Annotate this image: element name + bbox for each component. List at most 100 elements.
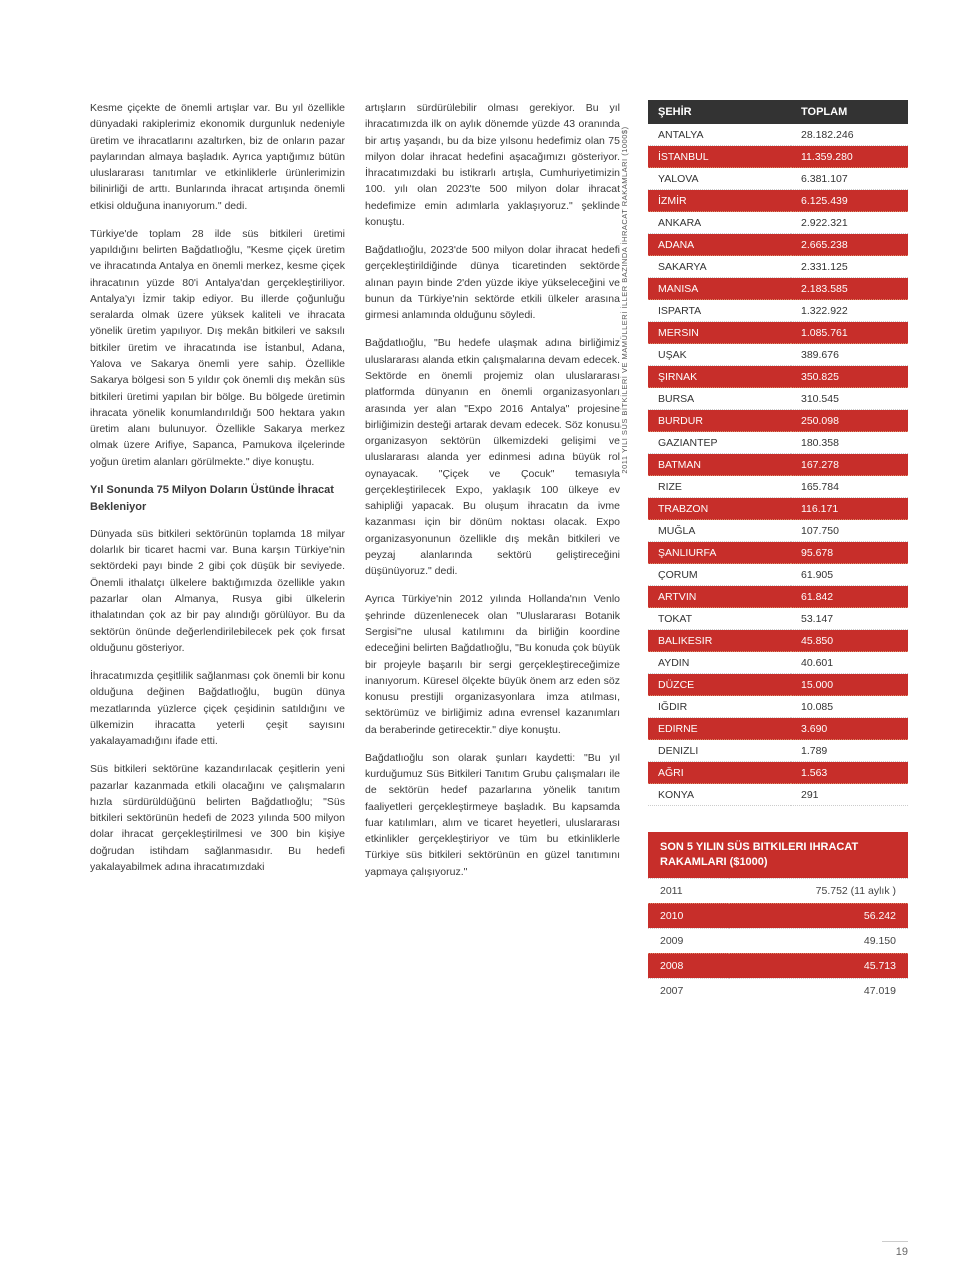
- cell-value: 167.278: [791, 454, 908, 476]
- box-heading: SON 5 YILIN SÜS BITKILERI IHRACAT RAKAML…: [648, 832, 908, 878]
- cell-city: BATMAN: [648, 454, 791, 476]
- cell-value: 45.850: [791, 630, 908, 652]
- cell-value: 56.242: [729, 903, 908, 928]
- sidebar-tables: 2011 YILI SÜS BİTKİLERİ VE MAMÜLLERİ İLL…: [648, 100, 908, 1003]
- cell-city: YALOVA: [648, 168, 791, 190]
- cell-value: 165.784: [791, 476, 908, 498]
- cell-value: 2.183.585: [791, 278, 908, 300]
- table-row: ÇORUM61.905: [648, 564, 908, 586]
- cell-city: DÜZCE: [648, 674, 791, 696]
- cell-city: İZMİR: [648, 190, 791, 212]
- paragraph: Bağdatlıoğlu, 2023'de 500 milyon dolar i…: [365, 242, 620, 323]
- cell-city: MANISA: [648, 278, 791, 300]
- cell-value: 116.171: [791, 498, 908, 520]
- table-row: TOKAT53.147: [648, 608, 908, 630]
- cell-city: AYDIN: [648, 652, 791, 674]
- cell-city: ISPARTA: [648, 300, 791, 322]
- cell-value: 53.147: [791, 608, 908, 630]
- table-row: ISPARTA1.322.922: [648, 300, 908, 322]
- cell-value: 95.678: [791, 542, 908, 564]
- header-city: ŞEHİR: [648, 100, 791, 124]
- table-row: SAKARYA2.331.125: [648, 256, 908, 278]
- table-row: MANISA2.183.585: [648, 278, 908, 300]
- cell-value: 49.150: [729, 928, 908, 953]
- cell-year: 2008: [648, 953, 729, 978]
- table-row: AĞRI1.563: [648, 762, 908, 784]
- cell-value: 61.842: [791, 586, 908, 608]
- cell-city: UŞAK: [648, 344, 791, 366]
- cell-city: AĞRI: [648, 762, 791, 784]
- cell-city: İSTANBUL: [648, 146, 791, 168]
- cell-value: 15.000: [791, 674, 908, 696]
- paragraph: Ayrıca Türkiye'nin 2012 yılında Hollanda…: [365, 591, 620, 737]
- table-row: ŞIRNAK350.825: [648, 366, 908, 388]
- cell-city: ŞIRNAK: [648, 366, 791, 388]
- cell-year: 2010: [648, 903, 729, 928]
- cell-value: 107.750: [791, 520, 908, 542]
- cell-city: ÇORUM: [648, 564, 791, 586]
- cell-city: GAZIANTEP: [648, 432, 791, 454]
- paragraph: Kesme çiçekte de önemli artışlar var. Bu…: [90, 100, 345, 214]
- subheading: Yıl Sonunda 75 Milyon Doların Üstünde İh…: [90, 482, 345, 516]
- cell-value: 1.563: [791, 762, 908, 784]
- table-row: 200845.713: [648, 953, 908, 978]
- cell-value: 2.665.238: [791, 234, 908, 256]
- cell-city: EDIRNE: [648, 718, 791, 740]
- table-row: BURSA310.545: [648, 388, 908, 410]
- paragraph: Dünyada süs bitkileri sektörünün toplamd…: [90, 526, 345, 656]
- cell-value: 180.358: [791, 432, 908, 454]
- table-row: YALOVA6.381.107: [648, 168, 908, 190]
- cell-value: 310.545: [791, 388, 908, 410]
- cell-value: 6.381.107: [791, 168, 908, 190]
- header-total: TOPLAM: [791, 100, 908, 124]
- table-row: UŞAK389.676: [648, 344, 908, 366]
- cell-value: 11.359.280: [791, 146, 908, 168]
- cell-value: 2.331.125: [791, 256, 908, 278]
- table-row: DÜZCE15.000: [648, 674, 908, 696]
- cell-city: ŞANLIURFA: [648, 542, 791, 564]
- table-row: BURDUR250.098: [648, 410, 908, 432]
- table-row: 201175.752 (11 aylık ): [648, 878, 908, 903]
- cell-year: 2009: [648, 928, 729, 953]
- table-row: 201056.242: [648, 903, 908, 928]
- page-content: Kesme çiçekte de önemli artışlar var. Bu…: [0, 0, 960, 1063]
- table-row: MUĞLA107.750: [648, 520, 908, 542]
- city-export-table: ŞEHİR TOPLAM ANTALYA28.182.246İSTANBUL11…: [648, 100, 908, 806]
- text-column-1: Kesme çiçekte de önemli artışlar var. Bu…: [90, 100, 345, 1003]
- cell-city: BURDUR: [648, 410, 791, 432]
- page-number: 19: [882, 1241, 908, 1258]
- cell-value: 10.085: [791, 696, 908, 718]
- table-row: TRABZON116.171: [648, 498, 908, 520]
- cell-value: 3.690: [791, 718, 908, 740]
- table-row: 200747.019: [648, 978, 908, 1003]
- table-row: ANTALYA28.182.246: [648, 124, 908, 146]
- paragraph: Bağdatlıoğlu son olarak şunları kaydetti…: [365, 750, 620, 880]
- cell-city: MUĞLA: [648, 520, 791, 542]
- five-year-table: 201175.752 (11 aylık )201056.242200949.1…: [648, 878, 908, 1003]
- cell-value: 291: [791, 784, 908, 806]
- cell-city: ANKARA: [648, 212, 791, 234]
- five-year-export-box: SON 5 YILIN SÜS BITKILERI IHRACAT RAKAML…: [648, 832, 908, 1003]
- cell-city: ARTVIN: [648, 586, 791, 608]
- cell-city: RIZE: [648, 476, 791, 498]
- table-row: İSTANBUL11.359.280: [648, 146, 908, 168]
- table-row: ADANA2.665.238: [648, 234, 908, 256]
- table-row: EDIRNE3.690: [648, 718, 908, 740]
- cell-city: BURSA: [648, 388, 791, 410]
- cell-city: TOKAT: [648, 608, 791, 630]
- cell-value: 250.098: [791, 410, 908, 432]
- rotated-caption: 2011 YILI SÜS BİTKİLERİ VE MAMÜLLERİ İLL…: [620, 70, 629, 530]
- table-row: MERSIN1.085.761: [648, 322, 908, 344]
- cell-city: ANTALYA: [648, 124, 791, 146]
- cell-value: 1.789: [791, 740, 908, 762]
- cell-year: 2011: [648, 878, 729, 903]
- cell-city: IĞDIR: [648, 696, 791, 718]
- table-header-row: ŞEHİR TOPLAM: [648, 100, 908, 124]
- table-row: DENIZLI1.789: [648, 740, 908, 762]
- table-row: BALIKESIR45.850: [648, 630, 908, 652]
- cell-value: 350.825: [791, 366, 908, 388]
- cell-city: ADANA: [648, 234, 791, 256]
- table-row: AYDIN40.601: [648, 652, 908, 674]
- table-row: IĞDIR10.085: [648, 696, 908, 718]
- cell-city: DENIZLI: [648, 740, 791, 762]
